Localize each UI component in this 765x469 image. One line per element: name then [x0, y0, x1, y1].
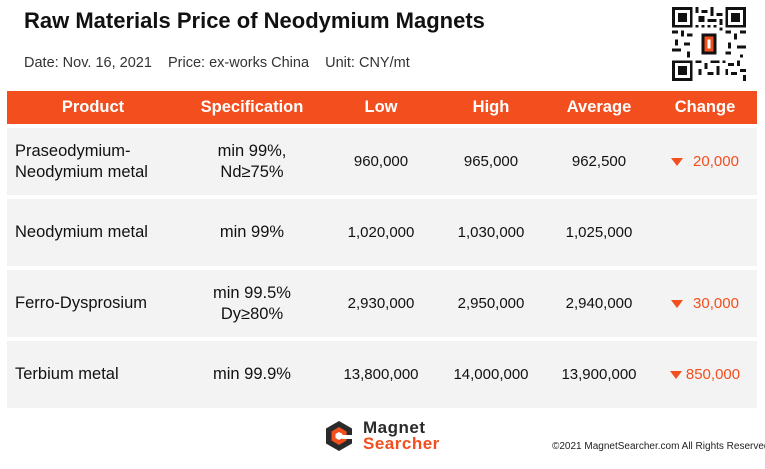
high-price-cell: 965,000 [463, 153, 519, 170]
product-cell: Neodymium metal [7, 199, 179, 266]
table-row: Ferro-Dysprosium min 99.5% Dy≥80% 2,930,0… [7, 270, 757, 337]
price-table: Product Specification Low High Average C… [7, 91, 757, 408]
product-name-line: Praseodymium- [15, 141, 131, 160]
high-price-cell: 2,950,000 [457, 295, 525, 312]
table-row: Praseodymium- Neodymium metal min 99%, Nd≥… [7, 128, 757, 195]
product-cell: Ferro-Dysprosium [7, 270, 179, 337]
spec-line: Nd≥75% [220, 162, 284, 181]
logo-text-magnet: Magnet [363, 418, 426, 437]
spec-line: Dy≥80% [220, 304, 284, 323]
change-value: 850,000 [685, 366, 741, 383]
qr-code-icon [672, 7, 746, 81]
average-price-cell: 2,940,000 [565, 295, 633, 312]
column-header-specification: Specification [200, 98, 304, 116]
table-row: Neodymium metal min 99% 1,020,000 1,030,… [7, 199, 757, 266]
average-price-cell: 962,500 [571, 153, 627, 170]
low-price-cell: 960,000 [353, 153, 409, 170]
average-price-cell: 13,900,000 [561, 366, 637, 383]
change-value: 30,000 [693, 295, 739, 312]
column-header-low: Low [364, 98, 398, 116]
change-cell: 30,000 [653, 270, 757, 337]
spec-line: min 99.9% [213, 365, 291, 383]
table-row: Terbium metal min 99.9% 13,800,000 14,00… [7, 341, 757, 408]
triangle-down-icon [669, 370, 682, 379]
change-cell: 20,000 [653, 128, 757, 195]
column-header-change: Change [674, 98, 736, 116]
change-cell [653, 199, 757, 266]
triangle-down-icon [671, 299, 684, 308]
specification-cell: min 99% [179, 199, 325, 266]
product-name-line: Terbium metal [15, 365, 119, 383]
spec-line: min 99% [219, 223, 285, 241]
change-value: 20,000 [693, 153, 739, 170]
low-price-cell: 2,930,000 [347, 295, 415, 312]
product-cell: Praseodymium- Neodymium metal [7, 128, 179, 195]
low-price-cell: 1,020,000 [347, 224, 415, 241]
high-price-cell: 1,030,000 [457, 224, 525, 241]
table-header-row: Product Specification Low High Average C… [7, 91, 757, 124]
magnet-searcher-logo-icon [326, 421, 353, 451]
copyright-notice: ©2021 MagnetSearcher.com All Rights Rese… [552, 441, 765, 452]
specification-cell: min 99%, Nd≥75% [179, 128, 325, 195]
brand-logo: Magnet Searcher [323, 418, 440, 453]
column-header-high: High [472, 98, 510, 116]
column-header-average: Average [566, 98, 632, 116]
page-title: Raw Materials Price of Neodymium Magnets [24, 8, 485, 33]
high-price-cell: 14,000,000 [453, 366, 529, 383]
product-name-line: Neodymium metal [15, 223, 148, 241]
spec-line: min 99.5% [213, 283, 291, 302]
column-header-product: Product [61, 98, 125, 116]
specification-cell: min 99.9% [179, 341, 325, 408]
logo-text-searcher: Searcher [363, 434, 440, 453]
product-cell: Terbium metal [7, 341, 179, 408]
spec-line: min 99%, [217, 141, 287, 160]
product-name-line: Neodymium metal [15, 162, 148, 181]
page-subtitle: Date: Nov. 16, 2021 Price: ex-works Chin… [24, 55, 410, 71]
product-name-line: Ferro-Dysprosium [15, 294, 148, 312]
change-cell: 850,000 [653, 341, 757, 408]
specification-cell: min 99.5% Dy≥80% [179, 270, 325, 337]
low-price-cell: 13,800,000 [343, 366, 419, 383]
triangle-down-icon [671, 157, 684, 166]
average-price-cell: 1,025,000 [565, 224, 633, 241]
